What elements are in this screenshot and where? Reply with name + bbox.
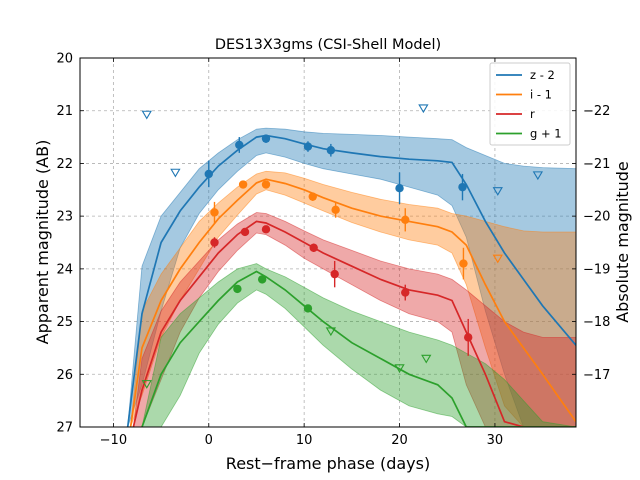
- y-tick-label: 24: [56, 262, 73, 277]
- data-point: [308, 192, 317, 201]
- legend-label: r: [530, 107, 535, 121]
- model-line-2: [132, 220, 576, 427]
- right-y-tick-label: −18: [583, 315, 610, 330]
- data-point: [395, 184, 404, 193]
- model-line-3: [141, 270, 576, 427]
- axis-ticks: −10 0 10 20 30 20 21 22 23 24 25 26 27 −22 −21 −20 −19 −1…: [56, 52, 610, 449]
- data-markers: [141, 104, 544, 389]
- y-tick-label: 23: [56, 210, 73, 225]
- legend-label: z - 2: [530, 68, 555, 82]
- data-point: [458, 182, 467, 192]
- x-tick-label: 20: [391, 433, 408, 448]
- y-tick-label: 25: [56, 315, 73, 330]
- band-3: [141, 263, 576, 427]
- data-point: [261, 225, 271, 234]
- data-point: [459, 259, 468, 268]
- upper-limit-marker: [532, 171, 544, 181]
- data-point: [204, 169, 213, 179]
- y-axis-label: Apparent magnitude (AB): [33, 140, 52, 345]
- uncertainty-bands: [127, 127, 576, 427]
- y-tick-label: 27: [56, 421, 73, 436]
- band-1: [130, 170, 576, 427]
- data-point: [210, 208, 219, 217]
- x-tick-label: −10: [100, 433, 127, 448]
- data-point: [309, 243, 318, 252]
- y-tick-label: 21: [56, 104, 73, 119]
- upper-limit-marker: [492, 254, 503, 264]
- data-point: [240, 227, 250, 237]
- upper-limit-marker: [492, 187, 503, 196]
- data-point: [401, 215, 410, 225]
- data-point: [401, 288, 410, 297]
- legend-label: g + 1: [530, 127, 562, 141]
- x-tick-label: 0: [205, 433, 213, 448]
- data-point: [233, 284, 242, 294]
- y-tick-label: 22: [56, 157, 73, 172]
- y-tick-label: 26: [56, 368, 73, 383]
- data-point: [303, 142, 313, 151]
- data-point: [210, 238, 219, 247]
- right-y-tick-label: −22: [583, 104, 610, 119]
- upper-limit-marker: [141, 380, 152, 389]
- data-point: [326, 146, 336, 155]
- right-y-tick-label: −21: [583, 157, 610, 172]
- right-y-tick-label: −19: [583, 262, 610, 277]
- legend-box: [489, 62, 571, 146]
- data-point: [303, 304, 313, 313]
- data-point: [238, 180, 248, 189]
- model-lines: [126, 134, 576, 427]
- plot-frame: [79, 57, 577, 428]
- data-point: [261, 180, 271, 189]
- upper-limit-marker: [394, 364, 405, 374]
- upper-limit-marker: [418, 104, 429, 114]
- right-y-tick-label: −17: [583, 368, 610, 383]
- data-point: [331, 205, 340, 215]
- data-point: [261, 134, 271, 143]
- band-0: [127, 127, 576, 427]
- legend: z - 2 i - 1 r g + 1: [489, 62, 571, 146]
- data-point: [235, 140, 244, 150]
- upper-limit-marker: [421, 354, 432, 364]
- band-2: [132, 212, 576, 427]
- x-tick-label: 30: [487, 433, 504, 448]
- legend-label: i - 1: [530, 88, 552, 102]
- x-tick-label: 10: [296, 433, 313, 448]
- model-line-1: [129, 178, 576, 427]
- chart-title: DES13X3gms (CSI-Shell Model): [215, 37, 441, 53]
- upper-limit-marker: [325, 327, 337, 337]
- data-point: [464, 333, 473, 342]
- y-tick-label: 20: [56, 52, 73, 67]
- upper-limit-marker: [170, 168, 181, 178]
- upper-limit-marker: [141, 110, 152, 120]
- model-line-0: [126, 134, 576, 427]
- data-point: [257, 275, 267, 284]
- x-axis-label: Rest−frame phase (days): [226, 454, 430, 473]
- data-point: [330, 269, 339, 279]
- right-y-axis-label: Absolute magnitude: [613, 161, 632, 323]
- right-y-tick-label: −20: [583, 210, 610, 225]
